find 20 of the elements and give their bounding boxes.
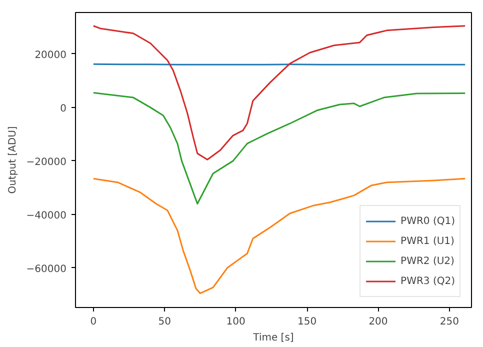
line-series [92, 178, 466, 294]
line-series [92, 25, 466, 160]
x-tick-label: 0 [90, 316, 97, 328]
legend-label: PWR3 (Q2) [400, 274, 455, 288]
x-tick-label: 250 [440, 316, 459, 328]
line-series [92, 92, 466, 204]
x-tick-label: 200 [368, 316, 388, 328]
y-tick-label: −60000 [26, 264, 67, 275]
y-tick-label: 20000 [34, 50, 66, 61]
legend-label: PWR2 (U2) [400, 254, 454, 268]
legend-label: PWR1 (U1) [400, 234, 454, 248]
y-tick-label: 0 [60, 103, 67, 114]
x-tick-label: 50 [158, 316, 172, 328]
y-tick-label: −40000 [26, 210, 67, 222]
x-axis-title: Time [s] [252, 332, 294, 344]
y-tick-label: −20000 [26, 156, 67, 168]
x-tick-label: 100 [226, 316, 246, 328]
y-axis-title: Output [ADU] [7, 126, 18, 194]
legend-label: PWR0 (Q1) [400, 214, 455, 228]
x-tick-label: 150 [297, 316, 317, 328]
